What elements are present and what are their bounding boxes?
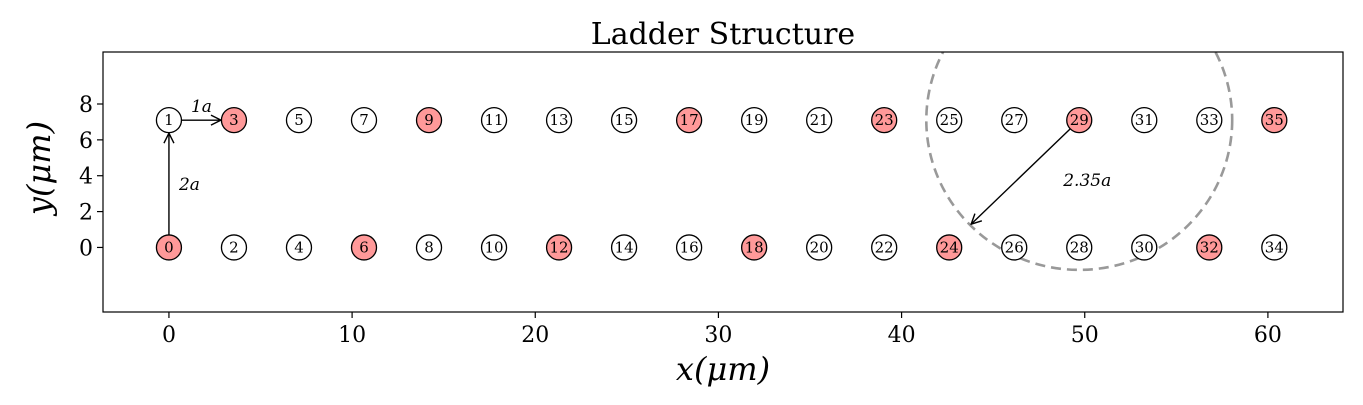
site-label-13: 13 bbox=[550, 111, 569, 129]
site-32 bbox=[1196, 234, 1223, 261]
site-label-27: 27 bbox=[1005, 111, 1024, 129]
site-label-10: 10 bbox=[485, 238, 504, 256]
site-label-17: 17 bbox=[680, 111, 699, 129]
site-35 bbox=[1261, 106, 1288, 134]
site-25 bbox=[936, 106, 963, 134]
site-label-18: 18 bbox=[745, 238, 764, 256]
site-4 bbox=[285, 234, 313, 261]
site-label-9: 9 bbox=[424, 111, 434, 129]
x-axis-label: x(μm) bbox=[676, 350, 770, 388]
site-8 bbox=[415, 234, 443, 261]
site-21 bbox=[806, 106, 833, 134]
site-34 bbox=[1261, 234, 1288, 261]
site-label-35: 35 bbox=[1265, 111, 1284, 129]
site-label-3: 3 bbox=[229, 111, 239, 129]
site-15 bbox=[610, 106, 638, 134]
site-19 bbox=[740, 106, 768, 134]
label-2-35a: 2.35a bbox=[1062, 171, 1111, 191]
x-tick-label-30: 30 bbox=[704, 323, 732, 348]
radius-circle bbox=[925, 52, 1234, 272]
site-10 bbox=[480, 234, 508, 261]
site-label-30: 30 bbox=[1135, 238, 1154, 256]
x-tick-label-0: 0 bbox=[162, 323, 176, 348]
site-14 bbox=[610, 234, 638, 261]
x-tick-label-20: 20 bbox=[521, 323, 549, 348]
site-label-14: 14 bbox=[615, 238, 634, 256]
site-5 bbox=[285, 106, 313, 134]
y-tick-label-6: 6 bbox=[79, 129, 93, 154]
site-label-32: 32 bbox=[1200, 238, 1219, 256]
site-label-22: 22 bbox=[875, 238, 894, 256]
site-label-33: 33 bbox=[1200, 111, 1219, 129]
site-29 bbox=[1066, 106, 1093, 134]
site-label-7: 7 bbox=[359, 111, 369, 129]
site-label-25: 25 bbox=[940, 111, 959, 129]
site-label-34: 34 bbox=[1265, 238, 1284, 256]
site-label-28: 28 bbox=[1070, 238, 1089, 256]
site-label-4: 4 bbox=[294, 238, 304, 256]
site-label-16: 16 bbox=[680, 238, 699, 256]
site-23 bbox=[871, 106, 898, 134]
site-22 bbox=[871, 234, 898, 261]
site-27 bbox=[1001, 106, 1028, 134]
y-tick-label-4: 4 bbox=[79, 165, 93, 190]
site-6 bbox=[350, 234, 378, 261]
x-tick-label-50: 50 bbox=[1071, 323, 1099, 348]
site-16 bbox=[675, 234, 703, 261]
x-tick-label-60: 60 bbox=[1254, 323, 1282, 348]
site-33 bbox=[1196, 106, 1223, 134]
site-31 bbox=[1131, 106, 1158, 134]
site-18 bbox=[740, 234, 768, 261]
site-label-19: 19 bbox=[745, 111, 764, 129]
site-24 bbox=[936, 234, 963, 261]
plot-frame bbox=[102, 51, 1344, 313]
site-label-20: 20 bbox=[810, 238, 829, 256]
chart-title: Ladder Structure bbox=[591, 17, 855, 52]
site-label-24: 24 bbox=[940, 238, 959, 256]
site-label-5: 5 bbox=[294, 111, 304, 129]
site-label-12: 12 bbox=[550, 238, 569, 256]
site-26 bbox=[1001, 234, 1028, 261]
site-11 bbox=[480, 106, 508, 134]
site-label-21: 21 bbox=[810, 111, 829, 129]
site-label-1: 1 bbox=[164, 111, 174, 129]
y-tick-label-8: 8 bbox=[79, 93, 93, 118]
x-tick-label-40: 40 bbox=[888, 323, 916, 348]
site-1 bbox=[155, 106, 183, 134]
site-9 bbox=[415, 106, 443, 134]
x-tick-label-10: 10 bbox=[338, 323, 366, 348]
site-label-0: 0 bbox=[164, 238, 174, 256]
site-13 bbox=[545, 106, 573, 134]
site-label-6: 6 bbox=[359, 238, 369, 256]
label-2a: 2a bbox=[178, 175, 200, 195]
site-label-31: 31 bbox=[1135, 111, 1154, 129]
site-20 bbox=[806, 234, 833, 261]
site-17 bbox=[675, 106, 703, 134]
site-30 bbox=[1131, 234, 1158, 261]
site-label-26: 26 bbox=[1005, 238, 1024, 256]
site-label-29: 29 bbox=[1070, 111, 1089, 129]
site-12 bbox=[545, 234, 573, 261]
site-label-23: 23 bbox=[875, 111, 894, 129]
site-2 bbox=[220, 234, 248, 261]
site-0 bbox=[155, 234, 183, 261]
arrow-2-35a bbox=[971, 127, 1072, 224]
y-tick-label-0: 0 bbox=[79, 236, 93, 261]
site-label-15: 15 bbox=[615, 111, 634, 129]
y-axis-label: y(μm) bbox=[20, 121, 58, 217]
site-label-11: 11 bbox=[485, 111, 504, 129]
site-28 bbox=[1066, 234, 1093, 261]
y-tick-label-2: 2 bbox=[79, 201, 93, 226]
site-7 bbox=[350, 106, 378, 134]
site-label-8: 8 bbox=[424, 238, 434, 256]
label-1a: 1a bbox=[191, 97, 212, 117]
site-3 bbox=[220, 106, 248, 134]
site-label-2: 2 bbox=[229, 238, 239, 256]
